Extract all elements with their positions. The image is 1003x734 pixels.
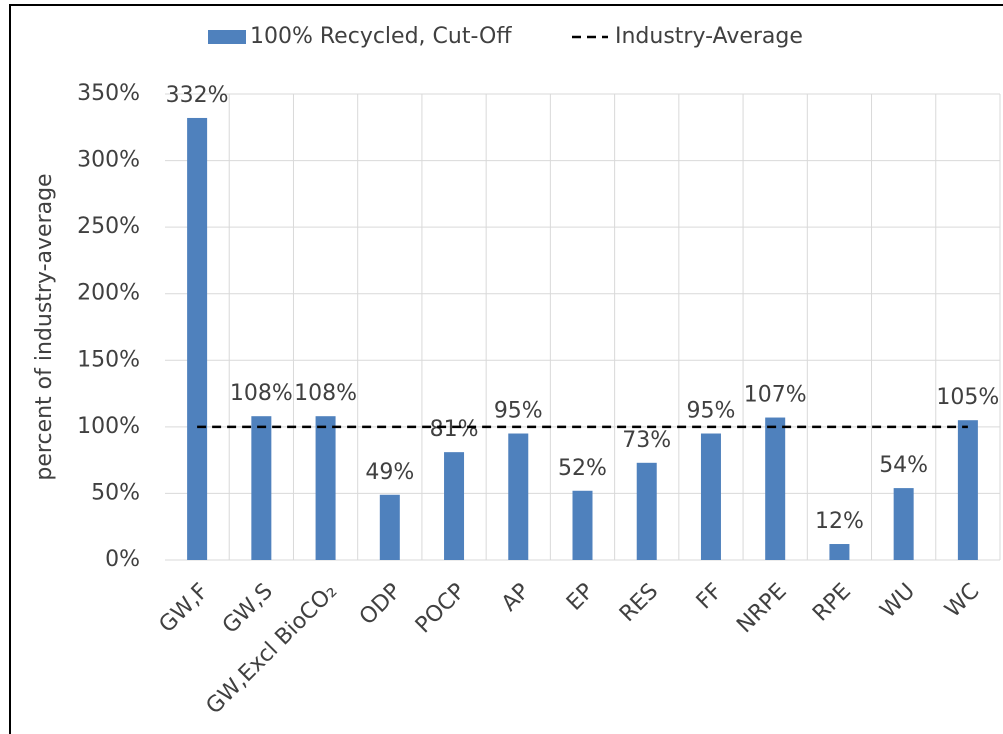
y-axis-label: percent of industry-average [32,173,57,480]
y-tick-label: 350% [77,81,140,106]
data-label: 107% [744,383,807,408]
legend-swatch [208,30,246,44]
y-tick-label: 250% [77,214,140,239]
x-tick-label: NRPE [732,579,791,638]
x-tick-label: WC [940,579,984,623]
bar [700,433,721,560]
x-tick-label: AP [497,579,535,617]
legend-label: Industry-Average [615,24,803,49]
legend-label: 100% Recycled, Cut-Off [250,24,512,49]
x-tick-label: GW,F [155,579,214,638]
data-label: 73% [622,428,671,453]
bar [572,490,593,560]
data-label: 108% [294,381,357,406]
y-tick-label: 150% [77,347,140,372]
bar [251,416,272,560]
y-tick-label: 0% [105,547,140,572]
y-tick-label: 300% [77,148,140,173]
bar [893,488,914,560]
bar [379,494,400,560]
data-label: 95% [494,399,543,424]
y-tick-label: 50% [91,480,140,505]
chart-frame [9,4,1003,734]
data-label: 105% [936,385,999,410]
bar [444,452,465,560]
bar [957,420,978,560]
y-tick-label: 200% [77,281,140,306]
data-label: 49% [365,460,414,485]
x-tick-label: ODP [355,579,406,630]
data-label: 12% [815,509,864,534]
bar [187,117,208,561]
y-tick-label: 100% [77,414,140,439]
x-tick-label: WU [876,579,920,623]
x-tick-label: POCP [411,579,471,639]
bar [765,417,786,560]
data-label: 332% [166,83,229,108]
x-tick-label: FF [692,579,728,615]
data-label: 95% [687,399,736,424]
bar [829,544,850,560]
bar [508,433,529,560]
x-tick-label: RPE [808,579,856,627]
bar [636,462,657,560]
data-label: 52% [558,456,607,481]
bar [315,416,336,560]
data-label: 108% [230,381,293,406]
x-tick-label: RES [615,579,663,627]
x-tick-label: GW,S [218,579,278,639]
data-label: 81% [430,417,479,442]
x-tick-label: EP [562,579,599,616]
data-label: 54% [879,453,928,478]
